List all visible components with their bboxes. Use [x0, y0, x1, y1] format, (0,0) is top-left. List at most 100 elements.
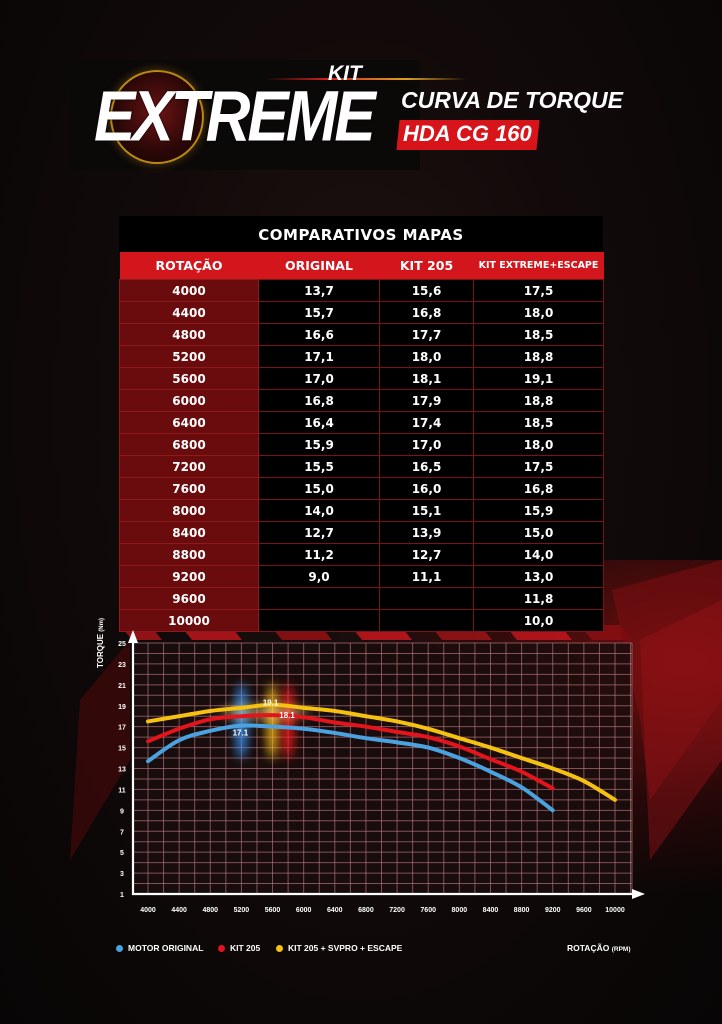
torque-cell: 18,8 — [473, 345, 604, 368]
y-tick-label: 11 — [118, 787, 126, 794]
torque-cell: 19,1 — [473, 367, 604, 390]
torque-cell: 13,0 — [473, 565, 604, 588]
torque-cell — [258, 609, 380, 632]
rpm-cell: 9600 — [119, 587, 259, 610]
table-header-row: ROTAÇÃO ORIGINAL KIT 205 KIT EXTREME+ESC… — [119, 252, 604, 280]
table-row: 5600 17,0 18,1 19,1 — [119, 367, 604, 390]
x-tick-label: 7600 — [420, 907, 436, 914]
x-tick-label: 8000 — [452, 907, 468, 914]
x-tick-label: 9200 — [545, 907, 561, 914]
glow-highlight-icon — [282, 683, 295, 760]
logo-extreme-text: EXTREME — [94, 77, 376, 157]
torque-cell: 15,9 — [258, 433, 380, 456]
column-header-rpm: ROTAÇÃO — [119, 252, 259, 280]
torque-cell: 16,5 — [379, 455, 474, 478]
torque-cell: 11,2 — [258, 543, 380, 566]
legend-item-kit205: KIT 205 — [218, 943, 260, 953]
torque-cell: 18,5 — [473, 323, 604, 346]
x-axis-label: ROTAÇÃO (RPM) — [567, 943, 631, 953]
table-row: 8000 14,0 15,1 15,9 — [119, 499, 604, 522]
table-row: 7200 15,5 16,5 17,5 — [119, 455, 604, 478]
y-tick-label: 21 — [118, 683, 126, 690]
rpm-cell: 8400 — [119, 521, 259, 544]
table-row: 4800 16,6 17,7 18,5 — [119, 323, 604, 346]
logo-emblem-icon — [110, 70, 204, 164]
torque-cell: 15,0 — [473, 521, 604, 544]
torque-cell — [379, 587, 474, 610]
legend-dot-blue-icon — [116, 944, 123, 952]
torque-cell: 14,0 — [258, 499, 380, 522]
torque-cell: 14,0 — [473, 543, 604, 566]
x-tick-label: 4400 — [171, 907, 187, 914]
logo-kit-text: KIT — [328, 62, 362, 85]
y-tick-label: 17 — [118, 725, 126, 732]
torque-cell: 15,9 — [473, 499, 604, 522]
table-row: 7600 15,0 16,0 16,8 — [119, 477, 604, 500]
glow-highlight-icon — [266, 683, 279, 760]
page-subtitle: HDA CG 160 — [403, 121, 532, 146]
column-header-kit-extreme: KIT EXTREME+ESCAPE — [473, 252, 604, 280]
torque-cell: 12,7 — [379, 543, 474, 566]
column-header-kit205: KIT 205 — [379, 252, 474, 280]
torque-cell: 16,4 — [258, 411, 380, 434]
legend-dot-yellow-icon — [276, 944, 283, 952]
y-tick-label: 5 — [120, 850, 124, 857]
torque-cell: 15,6 — [379, 279, 474, 302]
y-tick-label: 19 — [118, 704, 126, 711]
legend-item-kit205-svpro-escape: KIT 205 + SVPRO + ESCAPE — [276, 943, 402, 953]
table-row: 6000 16,8 17,9 18,8 — [119, 389, 604, 412]
y-axis-arrow-icon — [128, 630, 138, 643]
x-axis-arrow-icon — [632, 889, 645, 899]
torque-cell: 13,7 — [258, 279, 380, 302]
rpm-cell: 8000 — [119, 499, 259, 522]
rpm-cell: 6800 — [119, 433, 259, 456]
rpm-cell: 7200 — [119, 455, 259, 478]
legend-item-motor-original: MOTOR ORIGINAL — [116, 943, 203, 953]
torque-cell — [379, 609, 474, 632]
torque-cell: 16,6 — [258, 323, 380, 346]
y-axis-label: TORQUE (Nm) — [96, 618, 105, 668]
torque-cell: 18,5 — [473, 411, 604, 434]
x-tick-label: 7200 — [389, 907, 405, 914]
series-line — [146, 702, 617, 802]
torque-cell: 17,0 — [258, 367, 380, 390]
series-line — [146, 713, 555, 791]
comparison-table: COMPARATIVOS MAPAS ROTAÇÃO ORIGINAL KIT … — [119, 216, 604, 632]
torque-cell: 10,0 — [473, 609, 604, 632]
table-title: COMPARATIVOS MAPAS — [119, 216, 603, 252]
logo-accent-line — [266, 78, 466, 80]
glow-highlight-icon — [235, 683, 248, 760]
y-tick-label: 1 — [120, 892, 124, 899]
peak-value-label: 19.1 — [263, 699, 279, 708]
peak-value-label: 18.1 — [279, 711, 295, 720]
peak-value-label: 17.1 — [233, 729, 249, 738]
torque-cell: 15,7 — [258, 301, 380, 324]
torque-cell: 18,1 — [379, 367, 474, 390]
chart-lines — [146, 702, 617, 813]
torque-cell: 18,8 — [473, 389, 604, 412]
x-tick-label: 4000 — [140, 907, 156, 914]
x-tick-label: 5200 — [234, 907, 250, 914]
x-tick-label: 8800 — [514, 907, 530, 914]
table-row: 8800 11,2 12,7 14,0 — [119, 543, 604, 566]
torque-cell: 17,5 — [473, 455, 604, 478]
series-line — [146, 723, 555, 813]
y-tick-label: 13 — [118, 767, 126, 774]
x-tick-label: 9600 — [576, 907, 592, 914]
table-row: 4400 15,7 16,8 18,0 — [119, 301, 604, 324]
table-row: 9200 9,0 11,1 13,0 — [119, 565, 604, 588]
torque-cell: 16,8 — [258, 389, 380, 412]
y-tick-label: 9 — [120, 808, 124, 815]
y-tick-label: 23 — [118, 662, 126, 669]
torque-cell: 18,0 — [379, 345, 474, 368]
table-row: 9600 11,8 — [119, 587, 604, 610]
x-tick-label: 6400 — [327, 907, 343, 914]
table-row: 10000 10,0 — [119, 609, 604, 632]
y-tick-label: 3 — [120, 871, 124, 878]
y-tick-label: 15 — [118, 746, 126, 753]
rpm-cell: 7600 — [119, 477, 259, 500]
x-tick-label: 6800 — [358, 907, 374, 914]
torque-cell: 17,9 — [379, 389, 474, 412]
rpm-cell: 5600 — [119, 367, 259, 390]
